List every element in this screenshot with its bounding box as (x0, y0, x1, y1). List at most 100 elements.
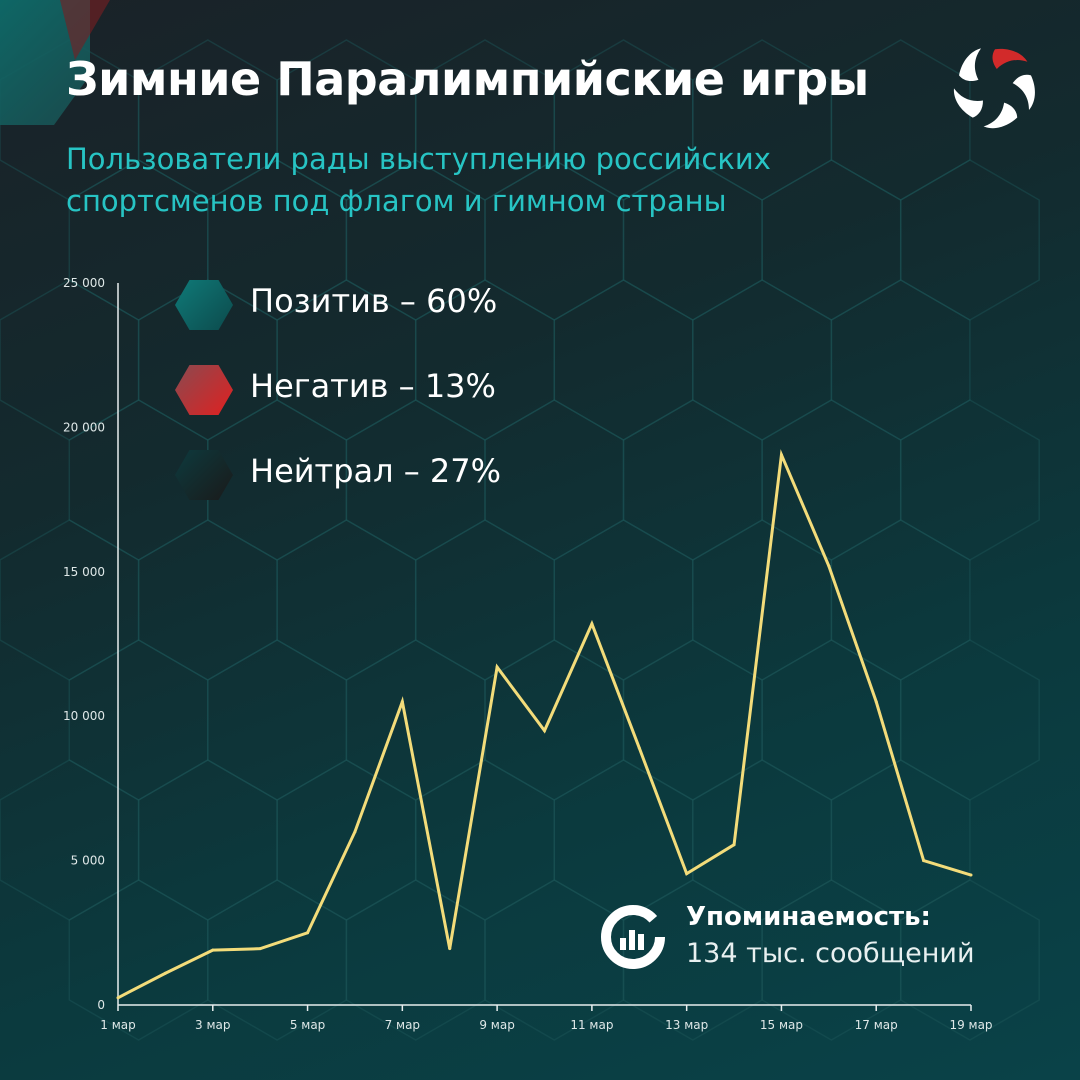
background-hexagon (345, 879, 486, 1041)
background-hexagon (207, 159, 348, 321)
background-hexagon (276, 39, 417, 201)
background-hexagon (68, 639, 209, 801)
background-hexagon (899, 879, 1040, 1041)
y-tick-label: 10 000 (63, 709, 105, 723)
x-tick-label: 13 мар (665, 1018, 708, 1032)
background-hexagon (276, 279, 417, 441)
y-tick-label: 20 000 (63, 420, 105, 434)
background-hexagon (0, 279, 140, 441)
background-hexagon (137, 279, 278, 441)
background-hexagon (68, 879, 209, 1041)
background-hexagon (137, 759, 278, 921)
background-hexagon (414, 759, 556, 921)
background-hexagon (899, 159, 1040, 321)
page-subtitle: Пользователи рады выступлению российских… (66, 142, 771, 218)
x-tick-label: 17 мар (855, 1018, 898, 1032)
background-hexagon (137, 519, 278, 681)
data-point (116, 996, 120, 1000)
background-hexagon (692, 519, 833, 681)
background-hexagon (484, 399, 625, 561)
background-hexagon (761, 399, 902, 561)
background-hexagon (692, 759, 833, 921)
background-hexagon (692, 39, 833, 201)
background-hexagon (276, 759, 417, 921)
background-hexagon (414, 279, 556, 441)
background-hexagon (414, 39, 556, 201)
data-point (163, 971, 167, 975)
background-hexagon (622, 399, 763, 561)
legend-label: Позитив – 60% (250, 282, 498, 320)
data-point (732, 843, 736, 847)
data-point (211, 948, 215, 952)
x-tick-label: 11 мар (570, 1018, 613, 1032)
hexagon-icon (175, 280, 233, 330)
background-hexagon (207, 879, 348, 1041)
data-point (590, 622, 594, 626)
data-point (874, 700, 878, 704)
x-tick-label: 1 мар (100, 1018, 135, 1032)
background-hexagon (830, 279, 971, 441)
data-point (969, 873, 973, 877)
legend-label: Нейтрал – 27% (250, 452, 502, 490)
background-hexagon (553, 39, 694, 201)
background-hexagon (622, 879, 763, 1041)
background-hexagon (830, 759, 971, 921)
background-hexagon (484, 159, 625, 321)
hexagon-icon (175, 365, 233, 415)
background-hexagon (68, 159, 209, 321)
background-hexagon (414, 519, 556, 681)
logo-white-blade (1012, 74, 1035, 111)
logo-white-blade (959, 48, 982, 81)
background-hexagon (345, 399, 486, 561)
data-point (543, 729, 546, 733)
stat-title: Упоминаемость: (686, 902, 931, 932)
data-point (306, 931, 310, 935)
background-hexagon (345, 639, 486, 801)
y-tick-label: 0 (97, 998, 105, 1012)
logo-white-blade (983, 102, 1018, 129)
background-hexagon (207, 399, 348, 561)
x-tick-label: 3 мар (195, 1018, 230, 1032)
background-hexagon (692, 279, 833, 441)
background-hexagon (761, 639, 902, 801)
background-hexagon (553, 759, 694, 921)
data-point (495, 665, 499, 669)
hexagon-icon (175, 450, 233, 500)
data-point (448, 947, 452, 951)
page-title: Зимние Паралимпийские игры (66, 52, 869, 106)
background-hexagon (0, 759, 140, 921)
x-tick-label: 19 мар (949, 1018, 992, 1032)
background-hexagon (899, 639, 1040, 801)
background-hexagon (484, 639, 625, 801)
background-hexagon (761, 879, 902, 1041)
data-point (400, 700, 404, 704)
background-hexagon (0, 39, 140, 201)
background-hexagon (484, 879, 625, 1041)
pinwheel-logo-icon (953, 48, 1035, 129)
data-point (827, 564, 831, 568)
background-hexagon (276, 519, 417, 681)
background-hexagon (622, 639, 763, 801)
background-hexagon (137, 39, 278, 201)
background-hexagon (68, 399, 209, 561)
background-hexagon (553, 519, 694, 681)
data-point (637, 746, 641, 750)
legend-label: Негатив – 13% (250, 367, 496, 405)
x-tick-label: 5 мар (290, 1018, 325, 1032)
data-point (685, 872, 689, 876)
logo-white-blade (953, 88, 983, 118)
x-tick-label: 15 мар (760, 1018, 803, 1032)
y-tick-label: 5 000 (71, 854, 105, 868)
x-tick-label: 7 мар (385, 1018, 420, 1032)
y-tick-label: 25 000 (63, 276, 105, 290)
logo-red-blade (992, 48, 1028, 69)
background-hexagon (622, 159, 763, 321)
background-hexagon (207, 639, 348, 801)
background-hexagon (830, 519, 971, 681)
data-point (779, 453, 783, 457)
data-point (258, 947, 262, 951)
background-hexagon (345, 159, 486, 321)
data-point (353, 830, 357, 834)
